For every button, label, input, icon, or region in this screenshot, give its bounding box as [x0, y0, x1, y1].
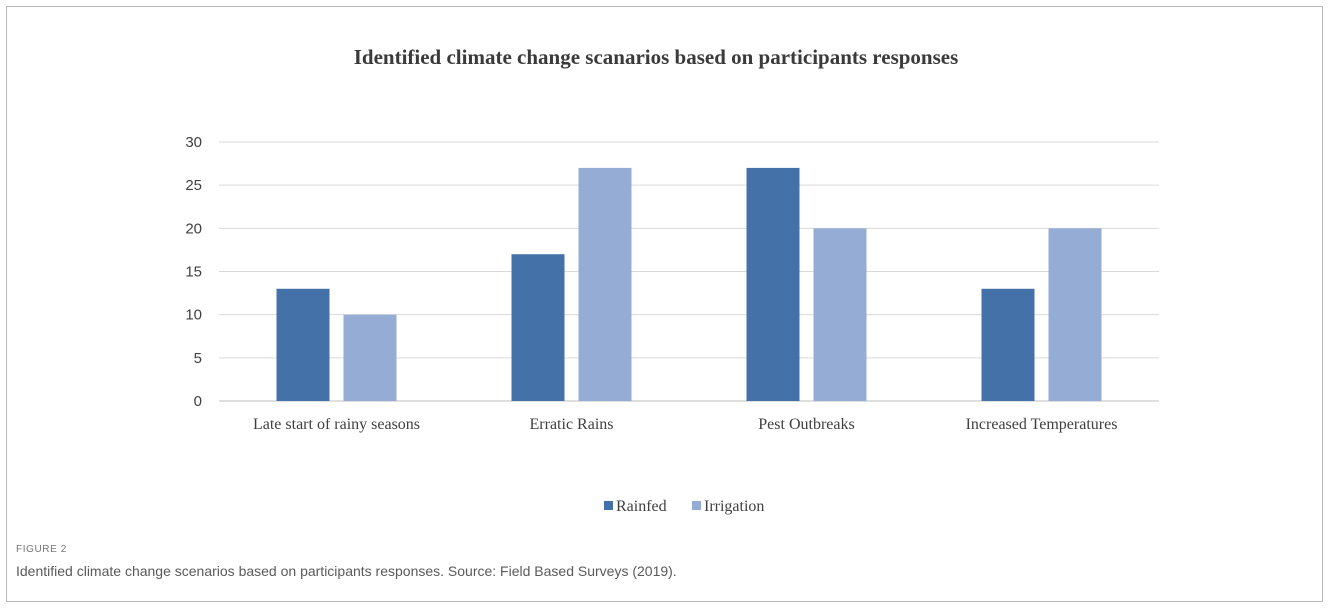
- figure-frame: [6, 6, 1323, 602]
- figure-caption: Identified climate change scenarios base…: [16, 563, 677, 579]
- y-axis-ticks: 0 5 10 15 20 25 30: [185, 134, 202, 410]
- bar-rainfed: [746, 167, 800, 401]
- bar-irrigation: [578, 167, 632, 401]
- legend-swatch: [692, 501, 701, 510]
- category-label: Late start of rainy seasons: [253, 416, 420, 433]
- figure-label: FIGURE 2: [16, 544, 67, 555]
- x-axis-categories: Late start of rainy seasons Erratic Rains…: [253, 416, 1117, 433]
- category-label: Erratic Rains: [530, 416, 614, 433]
- y-tick-label: 15: [185, 264, 202, 281]
- bar-chart: Identified climate change scanarios base…: [185, 45, 1159, 515]
- bar-irrigation: [1048, 228, 1102, 401]
- y-tick-label: 25: [185, 177, 202, 194]
- bar-irrigation: [813, 228, 867, 401]
- chart-title: Identified climate change scanarios base…: [354, 45, 959, 69]
- legend-label: Irrigation: [704, 498, 764, 515]
- legend: Rainfed Irrigation: [604, 498, 764, 515]
- legend-swatch: [604, 501, 613, 510]
- category-label: Pest Outbreaks: [758, 416, 854, 433]
- bar-rainfed: [981, 288, 1035, 401]
- bar-rainfed: [276, 288, 330, 401]
- bar-rainfed: [511, 254, 565, 401]
- bars: [276, 167, 1102, 401]
- y-tick-label: 10: [185, 307, 202, 324]
- category-label: Increased Temperatures: [966, 416, 1118, 433]
- y-tick-label: 0: [194, 393, 202, 410]
- y-tick-label: 30: [185, 134, 202, 151]
- y-tick-label: 5: [194, 350, 202, 367]
- y-tick-label: 20: [185, 220, 202, 237]
- legend-label: Rainfed: [616, 498, 667, 515]
- bar-irrigation: [343, 314, 397, 401]
